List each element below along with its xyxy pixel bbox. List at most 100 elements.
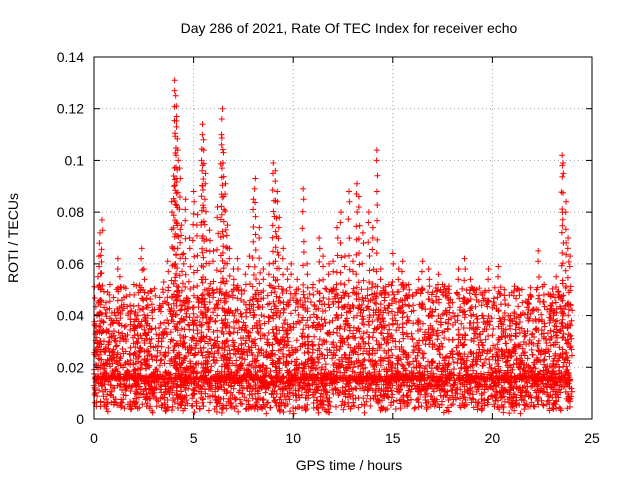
data-point [157, 320, 164, 327]
data-point [243, 313, 250, 320]
data-point [177, 239, 184, 246]
data-point [360, 240, 367, 247]
data-point [300, 262, 307, 269]
data-point [137, 365, 144, 372]
data-point [345, 216, 352, 223]
data-point [268, 306, 275, 313]
data-point [213, 267, 220, 274]
data-point [350, 303, 357, 310]
data-point [309, 323, 316, 330]
data-point [211, 337, 218, 344]
data-point [284, 276, 291, 283]
data-point [219, 182, 226, 189]
data-point [269, 222, 276, 229]
data-point [94, 273, 101, 280]
data-point [226, 330, 233, 337]
data-point [127, 406, 134, 413]
data-point [521, 333, 528, 340]
data-point [346, 235, 353, 242]
data-point [275, 224, 282, 231]
data-point [210, 328, 217, 335]
data-point [210, 247, 217, 254]
data-point [207, 336, 214, 343]
data-point [373, 157, 380, 164]
data-point [420, 350, 427, 357]
data-point [131, 366, 138, 373]
data-point [242, 406, 249, 413]
data-point [304, 333, 311, 340]
data-point [195, 299, 202, 306]
data-point [329, 355, 336, 362]
data-point [98, 216, 105, 223]
data-point [393, 397, 400, 404]
data-point [307, 298, 314, 305]
data-point [448, 387, 455, 394]
data-point [149, 315, 156, 322]
data-point [369, 334, 376, 341]
data-point [199, 399, 206, 406]
data-point [364, 286, 371, 293]
data-point [353, 180, 360, 187]
data-point [385, 321, 392, 328]
data-point [366, 267, 373, 274]
data-point [186, 314, 193, 321]
data-point [219, 146, 226, 153]
data-point [566, 403, 573, 410]
data-point [228, 404, 235, 411]
data-point [274, 188, 281, 195]
data-point [177, 175, 184, 182]
data-point [268, 289, 275, 296]
data-point [373, 147, 380, 154]
data-point [300, 281, 307, 288]
data-point [266, 300, 273, 307]
data-point [170, 172, 177, 179]
data-point [518, 286, 525, 293]
data-point [242, 271, 249, 278]
data-point [370, 329, 377, 336]
data-point [218, 165, 225, 172]
data-point [164, 258, 171, 265]
data-point [269, 326, 276, 333]
data-point [153, 403, 160, 410]
data-point [159, 335, 166, 342]
data-point [223, 244, 230, 251]
data-point [260, 276, 267, 283]
data-point [338, 312, 345, 319]
data-point [114, 297, 121, 304]
data-point [462, 396, 469, 403]
data-point [361, 409, 368, 416]
data-point [345, 252, 352, 259]
data-point [300, 238, 307, 245]
data-point [223, 232, 230, 239]
data-point [459, 285, 466, 292]
data-point [280, 245, 287, 252]
data-point [320, 294, 327, 301]
data-point [173, 252, 180, 259]
data-point [283, 327, 290, 334]
data-point [377, 276, 384, 283]
data-point [418, 403, 425, 410]
data-point [497, 394, 504, 401]
data-point [194, 330, 201, 337]
data-point [190, 304, 197, 311]
data-point [152, 292, 159, 299]
data-point [98, 246, 105, 253]
data-point [270, 208, 277, 215]
data-point [322, 285, 329, 292]
data-point [527, 284, 534, 291]
data-point [158, 338, 165, 345]
data-point [173, 123, 180, 130]
data-point [321, 316, 328, 323]
data-point [226, 273, 233, 280]
data-point [191, 253, 198, 260]
data-point [134, 331, 141, 338]
data-point [190, 310, 197, 317]
data-point [269, 234, 276, 241]
data-point [501, 398, 508, 405]
data-point [200, 186, 207, 193]
data-point [316, 277, 323, 284]
data-point [505, 302, 512, 309]
data-point [487, 346, 494, 353]
data-point [434, 336, 441, 343]
data-point [279, 350, 286, 357]
